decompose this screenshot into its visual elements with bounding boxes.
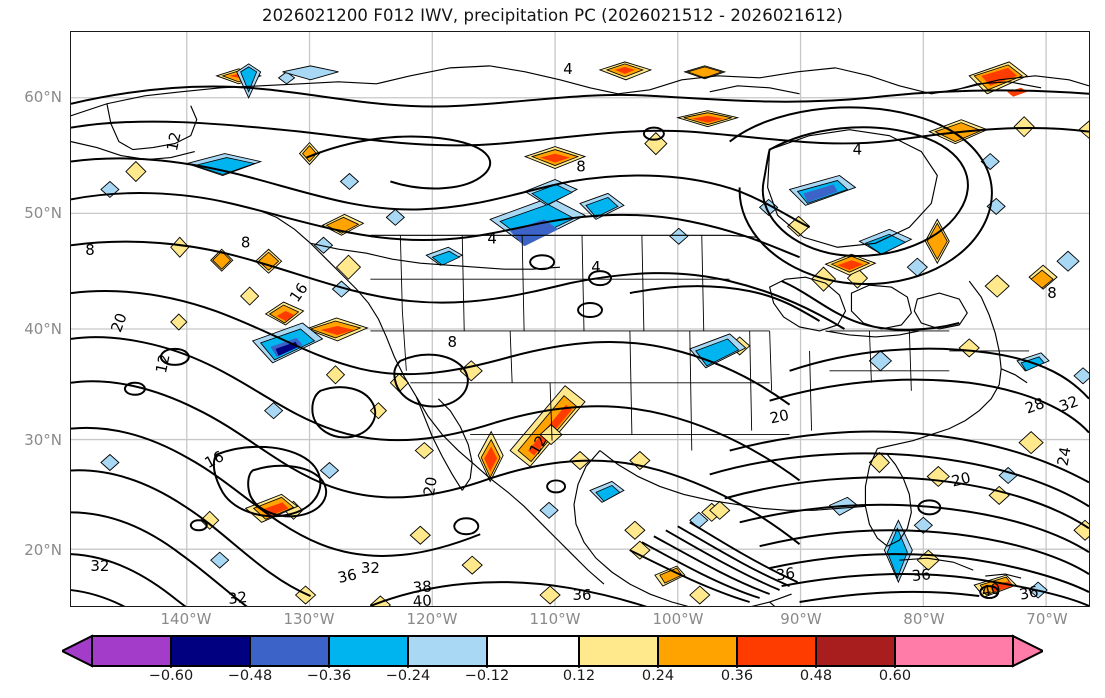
svg-text:8: 8 bbox=[447, 333, 457, 351]
svg-text:4: 4 bbox=[853, 141, 863, 159]
map-canvas: 4 8 12 8 8 4 4 4 16 20 12 8 8 20 28 32 1 bbox=[71, 32, 1089, 606]
svg-text:36: 36 bbox=[775, 564, 796, 584]
colorbar-ticks bbox=[170, 666, 896, 668]
colorbar-label-4: −0.12 bbox=[464, 668, 510, 684]
svg-text:8: 8 bbox=[576, 158, 586, 176]
colorbar-label-9: 0.60 bbox=[878, 668, 912, 684]
y-tick-60n: 60°N bbox=[24, 88, 62, 106]
y-tick-20n: 20°N bbox=[24, 541, 62, 559]
svg-text:36: 36 bbox=[572, 586, 591, 604]
colorbar[interactable] bbox=[62, 634, 1043, 668]
x-tick-100w: 100°W bbox=[652, 610, 704, 628]
y-tick-30n: 30°N bbox=[24, 431, 62, 449]
colorbar-canvas bbox=[62, 634, 1043, 668]
svg-text:32: 32 bbox=[1057, 392, 1081, 415]
svg-text:8: 8 bbox=[85, 241, 95, 259]
svg-text:20: 20 bbox=[107, 311, 130, 335]
svg-text:36: 36 bbox=[911, 565, 932, 585]
colorbar-over-arrow bbox=[1012, 634, 1043, 668]
svg-text:20: 20 bbox=[768, 406, 790, 428]
svg-text:36: 36 bbox=[336, 565, 358, 587]
svg-text:20: 20 bbox=[950, 468, 973, 490]
svg-text:40: 40 bbox=[412, 591, 432, 606]
svg-text:32: 32 bbox=[90, 557, 109, 575]
svg-text:38: 38 bbox=[412, 577, 432, 596]
svg-text:12: 12 bbox=[163, 130, 185, 152]
colorbar-label-8: 0.48 bbox=[799, 668, 833, 684]
svg-text:32: 32 bbox=[361, 559, 380, 577]
colorbar-label-7: 0.36 bbox=[720, 668, 754, 684]
svg-text:36: 36 bbox=[1018, 582, 1040, 604]
colorbar-label-3: −0.24 bbox=[385, 668, 431, 684]
coastlines bbox=[71, 65, 1089, 606]
svg-text:8: 8 bbox=[241, 233, 251, 251]
svg-text:32: 32 bbox=[227, 588, 248, 606]
svg-text:24: 24 bbox=[1054, 445, 1075, 467]
colorbar-label-1: −0.48 bbox=[227, 668, 273, 684]
map-gridlines bbox=[71, 32, 1089, 606]
svg-text:40: 40 bbox=[980, 579, 1002, 601]
svg-text:16: 16 bbox=[286, 280, 312, 306]
colorbar-label-2: −0.36 bbox=[306, 668, 352, 684]
colorbar-label-0: −0.60 bbox=[148, 668, 194, 684]
svg-text:4: 4 bbox=[563, 60, 573, 78]
x-tick-90w: 90°W bbox=[780, 610, 822, 628]
x-tick-110w: 110°W bbox=[529, 610, 581, 628]
x-tick-70w: 70°W bbox=[1026, 610, 1068, 628]
svg-text:4: 4 bbox=[591, 258, 601, 276]
chart-title: 2026021200 F012 IWV, precipitation PC (2… bbox=[262, 6, 843, 25]
colorbar-label-6: 0.24 bbox=[641, 668, 675, 684]
svg-text:28: 28 bbox=[1023, 394, 1047, 417]
svg-text:12: 12 bbox=[152, 352, 174, 374]
svg-text:4: 4 bbox=[487, 229, 497, 247]
y-tick-50n: 50°N bbox=[24, 204, 62, 222]
x-tick-130w: 130°W bbox=[283, 610, 335, 628]
svg-text:8: 8 bbox=[1047, 284, 1057, 302]
x-tick-120w: 120°W bbox=[406, 610, 458, 628]
shaded-patches-negative bbox=[100, 63, 1089, 599]
x-tick-80w: 80°W bbox=[903, 610, 945, 628]
x-tick-140w: 140°W bbox=[160, 610, 212, 628]
y-tick-40n: 40°N bbox=[24, 320, 62, 338]
svg-text:20: 20 bbox=[420, 475, 441, 497]
colorbar-under-arrow bbox=[62, 634, 93, 668]
colorbar-label-5: 0.12 bbox=[562, 668, 596, 684]
map-plot-area[interactable]: 4 8 12 8 8 4 4 4 16 20 12 8 8 20 28 32 1 bbox=[70, 31, 1090, 607]
